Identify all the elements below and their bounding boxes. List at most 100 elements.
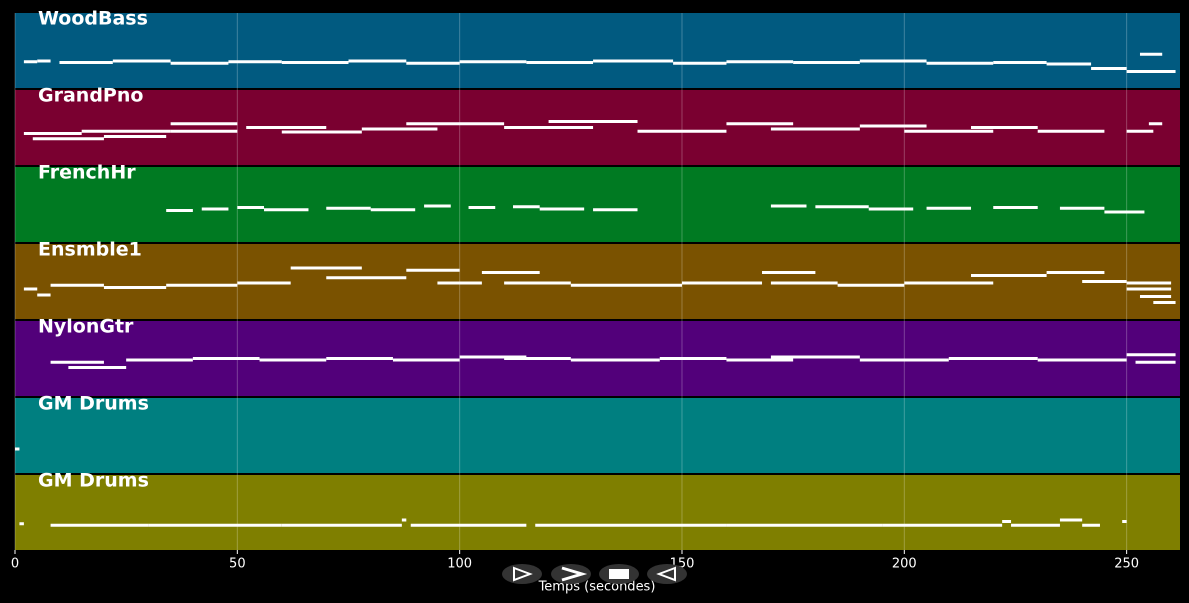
playback-controls xyxy=(502,564,687,584)
note xyxy=(859,59,927,63)
note xyxy=(59,61,113,64)
note xyxy=(23,132,82,135)
note xyxy=(1126,281,1172,285)
note xyxy=(593,59,674,63)
rewind-button[interactable] xyxy=(647,564,687,584)
note xyxy=(770,281,838,285)
note xyxy=(1126,129,1154,133)
note xyxy=(1059,206,1105,210)
note xyxy=(192,357,260,360)
note xyxy=(859,124,927,128)
note xyxy=(237,206,265,209)
note xyxy=(361,127,438,131)
note xyxy=(170,61,229,65)
note xyxy=(170,129,238,133)
note xyxy=(201,207,229,211)
note xyxy=(1046,62,1092,66)
x-tick-label: 100 xyxy=(447,557,472,572)
note xyxy=(770,127,860,131)
note xyxy=(1135,360,1176,364)
track-label: GM Drums xyxy=(38,393,149,415)
track-lane xyxy=(15,475,1180,550)
note xyxy=(468,206,496,209)
note xyxy=(1153,301,1176,304)
note xyxy=(815,205,869,209)
note xyxy=(281,523,402,527)
note xyxy=(993,206,1038,209)
note xyxy=(504,126,594,129)
note xyxy=(762,271,816,274)
note xyxy=(868,207,914,211)
note xyxy=(726,122,794,126)
x-axis-label: Temps (secondes) xyxy=(538,580,656,595)
note xyxy=(19,522,24,526)
note xyxy=(570,283,682,287)
note xyxy=(410,523,527,527)
note xyxy=(37,59,51,63)
stop-button[interactable] xyxy=(599,564,639,584)
note xyxy=(112,59,171,63)
note xyxy=(770,355,860,359)
note xyxy=(548,120,638,123)
note xyxy=(726,60,794,64)
x-tick-label: 250 xyxy=(1114,557,1139,572)
note xyxy=(673,61,727,65)
note xyxy=(103,135,167,138)
track-lane xyxy=(15,167,1180,242)
note xyxy=(1126,287,1172,291)
note xyxy=(1104,210,1145,214)
note xyxy=(1091,67,1127,70)
note xyxy=(770,204,807,208)
note xyxy=(1139,295,1172,298)
note xyxy=(437,281,482,285)
note xyxy=(1082,523,1100,527)
note xyxy=(1002,520,1012,523)
note xyxy=(68,366,127,369)
note xyxy=(264,208,309,212)
note xyxy=(459,60,527,64)
note xyxy=(1126,353,1176,357)
note xyxy=(481,271,540,274)
x-tick-label: 50 xyxy=(229,557,246,572)
track-lane xyxy=(15,244,1180,319)
note xyxy=(348,59,407,63)
note xyxy=(246,126,327,129)
note xyxy=(459,355,527,359)
note xyxy=(1059,518,1083,522)
note xyxy=(1046,271,1105,274)
note xyxy=(993,61,1047,64)
note xyxy=(971,126,1038,129)
note xyxy=(23,60,38,64)
track-label: GrandPno xyxy=(38,85,143,107)
x-tick-label: 200 xyxy=(892,557,917,572)
track-label: GM Drums xyxy=(38,470,149,492)
note xyxy=(1148,122,1163,126)
note xyxy=(1011,523,1060,527)
note xyxy=(166,283,238,287)
forward-button[interactable] xyxy=(551,564,591,584)
note xyxy=(904,129,994,133)
note xyxy=(1037,358,1127,362)
note xyxy=(23,287,38,291)
track-label: Ensmble1 xyxy=(38,239,142,261)
note xyxy=(504,357,571,360)
note xyxy=(50,523,149,527)
note xyxy=(681,281,763,285)
x-tick-label: 0 xyxy=(11,557,19,572)
track-label: NylonGtr xyxy=(38,316,134,338)
note xyxy=(526,61,594,64)
note xyxy=(859,358,949,362)
note xyxy=(281,130,362,134)
note xyxy=(290,266,362,270)
note xyxy=(793,61,860,64)
note xyxy=(401,518,407,522)
note xyxy=(926,61,994,65)
note xyxy=(882,523,1003,527)
note xyxy=(326,206,371,210)
track-label: WoodBass xyxy=(38,8,148,30)
play-button[interactable] xyxy=(502,564,542,584)
note xyxy=(837,283,905,287)
note xyxy=(926,206,972,210)
note xyxy=(424,204,451,208)
